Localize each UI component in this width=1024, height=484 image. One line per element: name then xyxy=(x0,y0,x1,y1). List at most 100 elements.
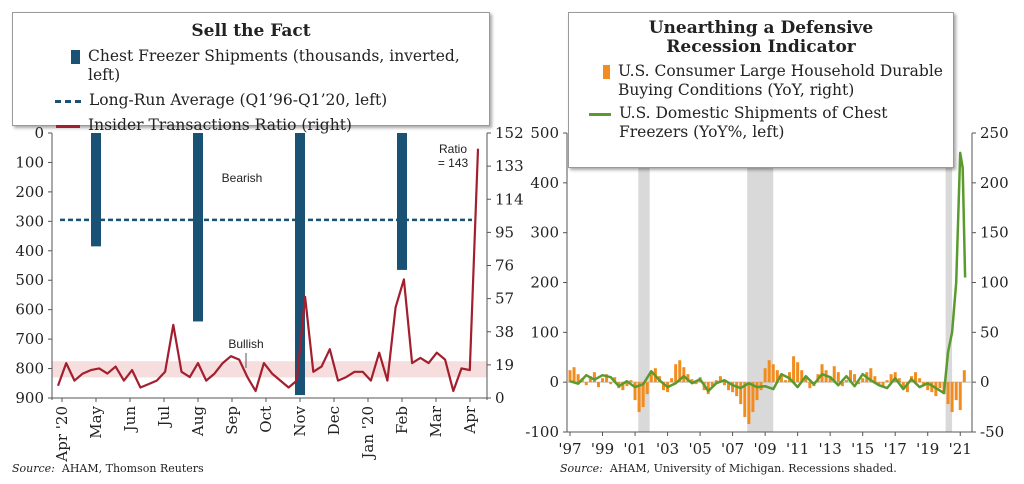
y2-tick-label: 100 xyxy=(980,274,1009,292)
ratio-label-line1: Ratio xyxy=(439,142,467,156)
y-tick-label: 500 xyxy=(530,124,559,142)
source-label: Source: xyxy=(12,462,55,475)
durable-buying-bar xyxy=(775,370,779,383)
durable-buying-bar xyxy=(743,382,747,418)
durable-buying-bar xyxy=(682,367,686,383)
y-tick-label: 400 xyxy=(530,174,559,192)
left-legend-item-insider: Insider Transactions Ratio (right) xyxy=(56,116,489,135)
y-tick-label: 800 xyxy=(15,360,44,378)
durable-buying-bar xyxy=(808,382,812,389)
freezer-bar xyxy=(397,133,407,270)
y2-tick-label: 152 xyxy=(495,124,524,142)
durable-buying-bar xyxy=(584,382,588,386)
x-tick-label: Apr '20 xyxy=(53,406,71,463)
line-swatch-icon xyxy=(56,125,80,128)
durable-buying-bar xyxy=(629,380,633,383)
durable-buying-bar xyxy=(613,377,617,383)
right-chart: -100 0 100 200 300 400 500 -50 0 50 100 150 200 250 '9… xyxy=(525,124,1008,458)
y-tick-label: 300 xyxy=(15,212,44,230)
x-tick-label: '07 xyxy=(721,440,744,458)
x-tick-label: '11 xyxy=(786,440,809,458)
durable-buying-bar xyxy=(958,382,962,411)
y-tick-label: 500 xyxy=(15,271,44,289)
durable-buying-bar xyxy=(690,379,694,383)
durable-buying-bar xyxy=(722,382,726,386)
durable-buying-bar xyxy=(861,378,865,383)
durable-buying-bar xyxy=(751,382,755,413)
x-tick-label: Feb xyxy=(393,406,411,434)
durable-buying-bar xyxy=(767,360,771,383)
x-tick-label: Jan '20 xyxy=(359,406,377,461)
x-tick-label: Jul xyxy=(155,406,173,429)
x-tick-label: Nov xyxy=(291,405,309,436)
durable-buying-bar xyxy=(609,382,613,385)
source-label: Source: xyxy=(560,462,603,475)
left-legend-label: Chest Freezer Shipments (thousands, inve… xyxy=(88,47,460,84)
durable-buying-bar xyxy=(869,368,873,383)
y2-tick-label: 250 xyxy=(980,124,1009,142)
durable-buying-bar xyxy=(857,382,861,385)
durable-buying-bar xyxy=(844,380,848,383)
y-tick-label: 700 xyxy=(15,330,44,348)
x-tick-label: Jun xyxy=(121,406,139,434)
y2-tick-label: 38 xyxy=(495,323,514,341)
x-tick-label: '19 xyxy=(916,440,939,458)
x-tick-label: '97 xyxy=(558,440,581,458)
durable-buying-bar xyxy=(930,382,934,393)
durable-buying-bar xyxy=(836,372,840,383)
y2-tick-label: 0 xyxy=(495,389,505,407)
durable-buying-bar xyxy=(796,362,800,383)
right-legend-label: U.S. Domestic Shipments of Chest Freezer… xyxy=(619,104,888,142)
durable-buying-bar xyxy=(914,372,918,383)
y-tick-label: 400 xyxy=(15,242,44,260)
durable-buying-bar xyxy=(731,382,735,393)
durable-buying-bar xyxy=(873,376,877,383)
durable-buying-bar xyxy=(739,382,743,405)
x-tick-label: '01 xyxy=(623,440,646,458)
durable-buying-bar xyxy=(735,382,739,397)
durable-buying-bar xyxy=(962,370,966,383)
y2-tick-label: 114 xyxy=(495,190,524,208)
durable-buying-bar xyxy=(596,382,600,388)
durable-buying-bar xyxy=(670,378,674,383)
durable-buying-bar xyxy=(889,374,893,383)
source-text: AHAM, Thomson Reuters xyxy=(61,462,204,475)
durable-buying-bar xyxy=(954,382,958,401)
durable-buying-bar xyxy=(637,382,641,413)
durable-buying-bar xyxy=(568,370,572,383)
right-chart-title-line2: Recession Indicator xyxy=(666,37,856,57)
durable-buying-bar xyxy=(832,366,836,383)
y2-tick-label: 57 xyxy=(495,290,514,308)
x-tick-label: Sep xyxy=(223,406,241,435)
left-legend-item-average: Long-Run Average (Q1’96-Q1’20, left) xyxy=(55,91,489,110)
durable-buying-bar xyxy=(605,374,609,383)
right-legend-label-line1: U.S. Domestic Shipments of Chest xyxy=(619,104,888,122)
y-tick-label: 100 xyxy=(530,323,559,341)
y-tick-label: 0 xyxy=(34,124,44,142)
right-legend-item-durable: U.S. Consumer Large Household Durable Bu… xyxy=(603,62,953,100)
y2-tick-label: 19 xyxy=(495,356,514,374)
durable-buying-bar xyxy=(694,382,698,385)
durable-buying-bar xyxy=(804,378,808,383)
right-legend-label-line1: U.S. Consumer Large Household Durable xyxy=(618,62,943,80)
durable-buying-bar xyxy=(718,376,722,383)
durable-buying-bar xyxy=(645,382,649,395)
y-tick-label: 0 xyxy=(549,373,559,391)
bar-swatch-icon xyxy=(71,50,80,64)
durable-buying-bar xyxy=(710,382,714,387)
right-legend-label: U.S. Consumer Large Household Durable Bu… xyxy=(618,62,943,100)
x-tick-label: '21 xyxy=(949,440,972,458)
right-chart-title-line1: Unearthing a Defensive xyxy=(648,18,874,38)
left-legend: Sell the Fact Chest Freezer Shipments (t… xyxy=(12,12,490,134)
durable-buying-bar xyxy=(783,380,787,383)
durable-buying-bar xyxy=(926,382,930,391)
chest-freezer-shipments-line xyxy=(569,151,967,395)
y-tick-label: 900 xyxy=(15,389,44,407)
y2-tick-label: 95 xyxy=(495,223,514,241)
y2-tick-label: 0 xyxy=(980,373,990,391)
x-tick-label: '15 xyxy=(851,440,874,458)
durable-buying-bar xyxy=(792,356,796,383)
durable-buying-bar xyxy=(828,376,832,383)
durable-buying-bar xyxy=(771,364,775,383)
durable-buying-bar xyxy=(848,370,852,383)
